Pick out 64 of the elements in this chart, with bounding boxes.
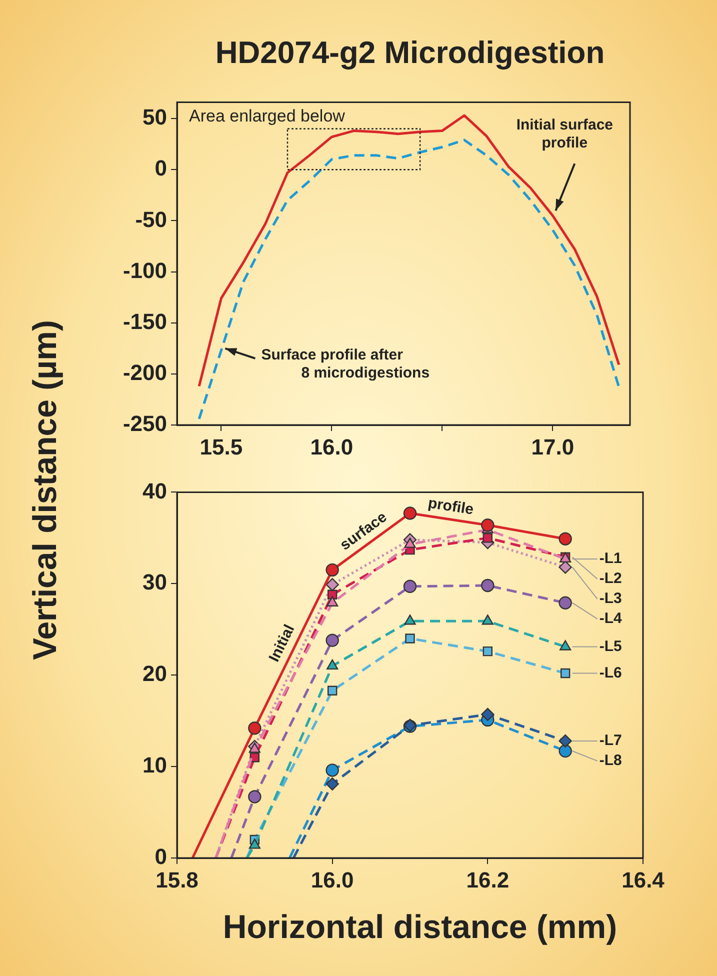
point (560, 640, 572, 650)
point (481, 708, 494, 722)
point (326, 578, 339, 592)
point (558, 744, 572, 758)
y-tick-label: -250 (122, 411, 167, 436)
point (482, 614, 494, 625)
y-tick-label: 20 (142, 661, 167, 686)
series-label: -L7 (599, 732, 622, 750)
point (558, 560, 572, 574)
line-series (198, 138, 620, 420)
point (326, 777, 339, 791)
point (404, 614, 416, 625)
point (403, 506, 417, 520)
series-label: -L5 (599, 638, 622, 655)
y-axis-title: Vertical distance (µm) (26, 320, 64, 660)
y-tick-label: 0 (154, 156, 167, 181)
text: -L2 (599, 570, 622, 588)
point (326, 563, 339, 577)
point (558, 596, 572, 610)
point (326, 659, 338, 670)
annotation: Initial surface profile (516, 116, 614, 152)
x-tick-label: 16.0 (310, 434, 354, 460)
x-tick-label: 17.0 (531, 434, 574, 460)
series-label: -L4 (599, 610, 622, 628)
annotation: Surface profile after 8 microdigestions (261, 346, 430, 382)
point (558, 734, 572, 748)
y-tick-label: -100 (122, 258, 167, 283)
y-tick-label: 10 (142, 752, 167, 778)
point (248, 722, 262, 735)
series-label: -L1 (599, 550, 622, 568)
point (481, 578, 494, 592)
x-axis-title: Horizontal distance (mm) (222, 908, 618, 946)
x-tick-label: 15.5 (200, 434, 243, 460)
point (482, 533, 493, 543)
y-tick-label: 50 (142, 104, 167, 130)
point (248, 838, 260, 849)
x-tick-label: 15.8 (156, 867, 198, 892)
point (560, 668, 570, 678)
point (558, 532, 572, 546)
chart-title: HD2074-g2 Microdigestion (214, 35, 606, 71)
y-tick-label: -50 (135, 206, 167, 232)
point (326, 764, 339, 777)
y-tick-label: 0 (154, 844, 167, 870)
annotation: Area enlarged below (189, 106, 346, 126)
point (326, 596, 338, 606)
series-label: -L6 (599, 664, 622, 682)
text: -L3 (599, 590, 622, 608)
point (403, 580, 417, 593)
y-tick-label: 40 (142, 478, 167, 504)
y-tick-label: -150 (122, 308, 167, 334)
point (248, 790, 262, 804)
point (327, 686, 338, 696)
series-label: -L8 (599, 752, 622, 770)
point (482, 646, 493, 656)
point (481, 518, 494, 532)
point (405, 634, 415, 644)
point (248, 742, 260, 753)
point (404, 538, 416, 548)
x-tick-label: 16.0 (310, 867, 354, 892)
x-tick-label: 16.4 (622, 867, 666, 892)
y-tick-label: 30 (142, 570, 167, 595)
point (326, 634, 339, 647)
y-tick-label: -200 (122, 360, 167, 385)
x-tick-label: 16.2 (466, 867, 510, 892)
